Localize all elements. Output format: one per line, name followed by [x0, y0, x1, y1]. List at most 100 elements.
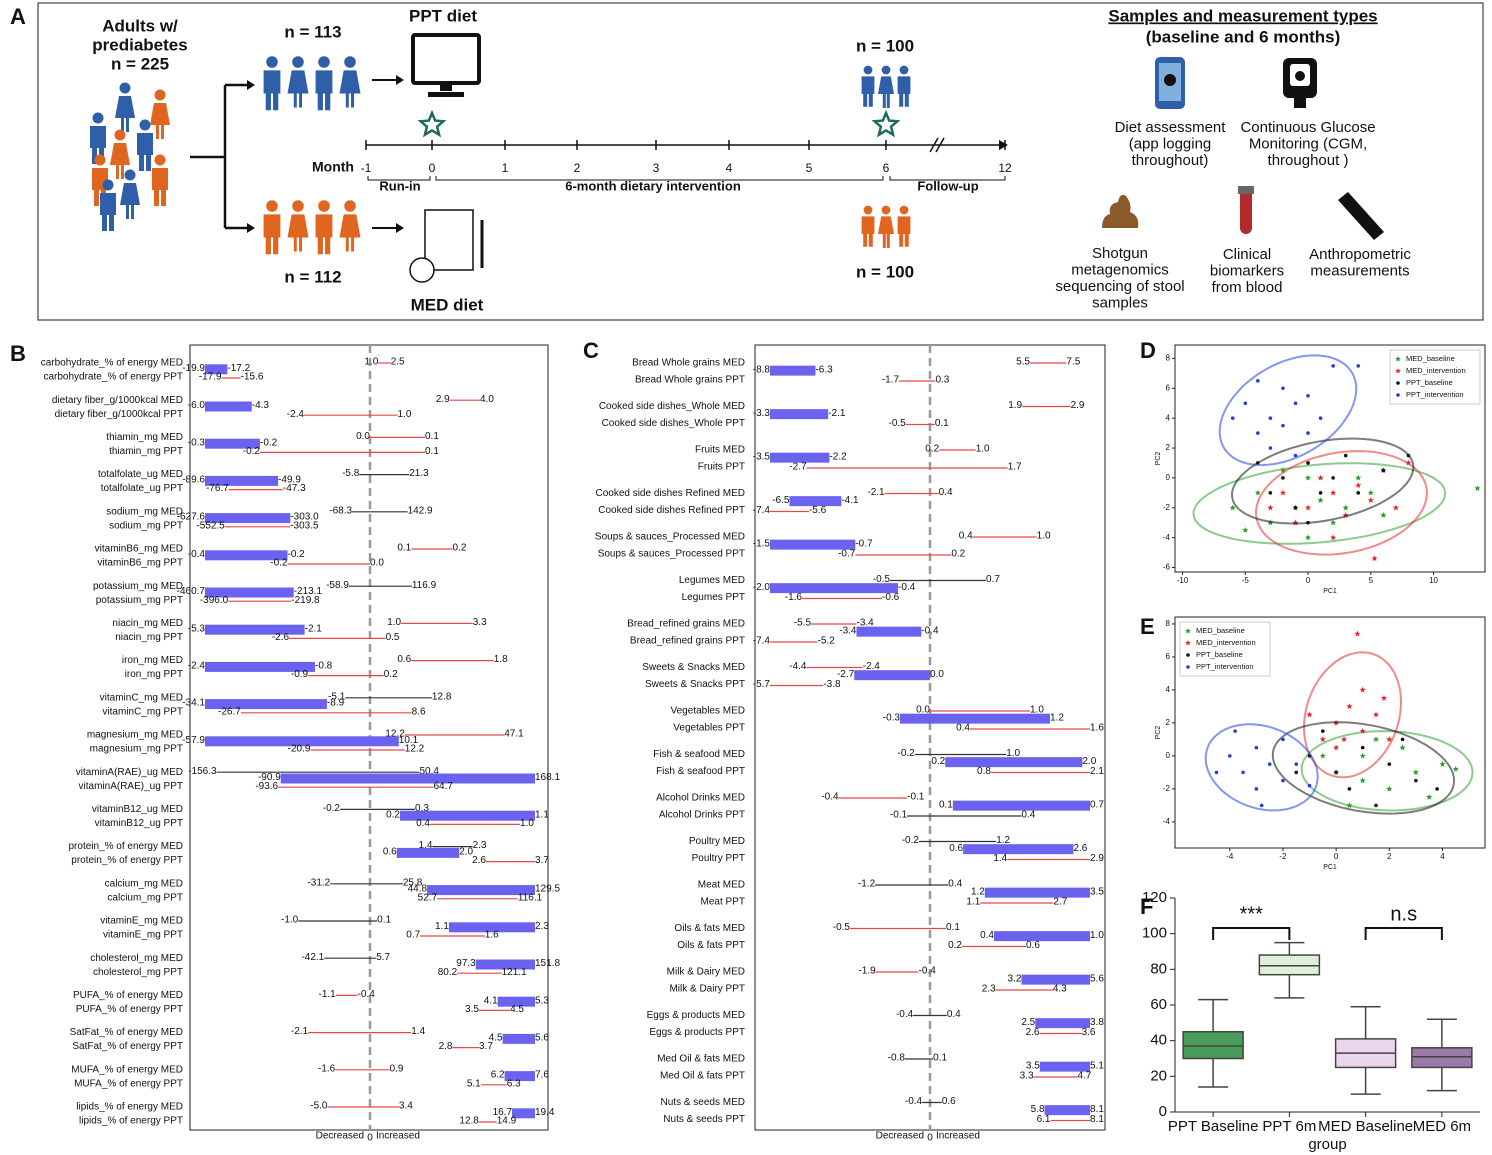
row-label: Med Oil & fats MED — [657, 1054, 745, 1065]
interval-bar — [205, 587, 294, 598]
row-label: Fruits PPT — [698, 462, 745, 473]
row-label: Bread_refined grains MED — [627, 619, 745, 630]
value-label: -5.7 — [753, 679, 771, 690]
value-label: -2.1 — [867, 487, 885, 498]
value-label: 1.1 — [435, 921, 449, 932]
value-label: 0.5 — [386, 632, 400, 643]
value-label: 4.0 — [480, 394, 494, 405]
value-label: -17.9 — [199, 372, 222, 383]
phone-icon — [1164, 74, 1176, 86]
axis-label: Decreased — [316, 1131, 364, 1142]
legend-swatch — [1186, 653, 1190, 657]
value-label: 2.3 — [473, 840, 487, 851]
row-label: Legumes PPT — [682, 592, 745, 603]
value-label: -0.2 — [260, 437, 278, 448]
point — [1214, 770, 1219, 775]
row-label: Alcohol Drinks PPT — [659, 810, 745, 821]
row-label: potassium_mg PPT — [96, 595, 183, 606]
row-label: SatFat_% of energy PPT — [72, 1041, 183, 1052]
interval-bar — [789, 496, 842, 507]
value-label: -0.8 — [315, 661, 333, 672]
value-label: -0.2 — [323, 803, 341, 814]
y-tick-label: 6 — [1166, 383, 1171, 392]
axis-label: 0 — [367, 1133, 373, 1144]
point — [1294, 762, 1299, 766]
row-label: Nuts & seeds MED — [661, 1097, 745, 1108]
value-label: 1.0 — [387, 617, 401, 628]
value-label: -156.3 — [188, 766, 217, 777]
value-label: -6.0 — [188, 400, 206, 411]
diet-name: PPT diet — [409, 6, 477, 25]
y-tick-label: 2 — [1166, 718, 1171, 727]
row-label: iron_mg MED — [122, 655, 183, 666]
row-label: Oils & fats PPT — [677, 940, 745, 951]
timeline-break — [929, 137, 945, 153]
row-label: Soups & sauces_Processed MED — [595, 532, 745, 543]
point — [1412, 769, 1419, 775]
person-icon — [124, 169, 136, 181]
point — [1356, 364, 1361, 368]
value-label: 121.1 — [502, 967, 527, 978]
value-label: -0.6 — [882, 592, 900, 603]
point — [1241, 770, 1245, 775]
value-label: 0.6 — [383, 847, 397, 858]
value-label: 0.3 — [935, 375, 949, 386]
point — [1317, 474, 1324, 481]
sample-text: biomarkers — [1210, 262, 1284, 279]
person-icon — [115, 96, 135, 132]
value-label: -58.9 — [326, 580, 349, 591]
value-label: 6.3 — [507, 1078, 521, 1089]
value-label: -0.4 — [898, 582, 916, 593]
value-label: 0.6 — [949, 843, 963, 854]
value-label: -3.8 — [823, 679, 841, 690]
legend-swatch — [1395, 356, 1401, 362]
y-tick-label: -6 — [1163, 563, 1171, 572]
row-label: Nuts & seeds PPT — [663, 1114, 745, 1125]
value-label: 6.1 — [1037, 1114, 1051, 1125]
row-label: Bread_refined grains PPT — [630, 636, 745, 647]
value-label: 1.0 — [976, 444, 990, 455]
point — [1268, 416, 1273, 420]
value-label: 1.4 — [419, 840, 433, 851]
value-label: -0.7 — [838, 549, 856, 560]
value-label: 2.7 — [1053, 897, 1067, 908]
value-label: 5.5 — [1016, 357, 1030, 368]
person-icon — [881, 205, 891, 215]
value-label: -42.1 — [301, 952, 324, 963]
phase-label: 6-month dietary intervention — [565, 178, 741, 193]
person-icon — [899, 205, 909, 215]
value-label: 5.6 — [535, 1033, 549, 1044]
value-label: -1.1 — [319, 989, 337, 1000]
row-label: Meat PPT — [701, 897, 745, 908]
point — [1341, 736, 1348, 742]
point — [1281, 476, 1285, 480]
value-label: -2.4 — [863, 661, 881, 672]
value-label: 0.1 — [425, 446, 439, 457]
point — [1281, 386, 1285, 391]
value-label: -5.0 — [310, 1101, 328, 1112]
row-label: Vegetables MED — [671, 706, 746, 717]
value-label: 3.4 — [399, 1101, 413, 1112]
point — [1294, 770, 1299, 775]
row-label: protein_% of energy PPT — [71, 855, 183, 866]
legend-label: PPT_intervention — [1196, 662, 1254, 671]
panel-label: B — [10, 341, 26, 366]
x-tick-label: 10 — [1429, 576, 1438, 585]
value-label: -3.3 — [753, 408, 771, 419]
row-label: vitaminE_mg MED — [100, 916, 183, 927]
blood-tube-icon — [1240, 188, 1252, 234]
person-icon — [344, 200, 356, 212]
phase-label: Follow-up — [917, 178, 978, 193]
value-label: -3.4 — [856, 618, 874, 629]
month-label: -1 — [361, 161, 372, 175]
value-label: -303.5 — [290, 520, 319, 531]
point — [1243, 401, 1248, 406]
value-label: -0.2 — [288, 549, 306, 560]
point — [1306, 461, 1310, 465]
value-label: -3.5 — [753, 451, 771, 462]
interval-bar — [945, 757, 1083, 768]
value-label: 0.4 — [947, 1009, 961, 1020]
interval-bar — [963, 844, 1074, 855]
legend-label: PPT_baseline — [1406, 378, 1453, 387]
point — [1374, 803, 1378, 808]
